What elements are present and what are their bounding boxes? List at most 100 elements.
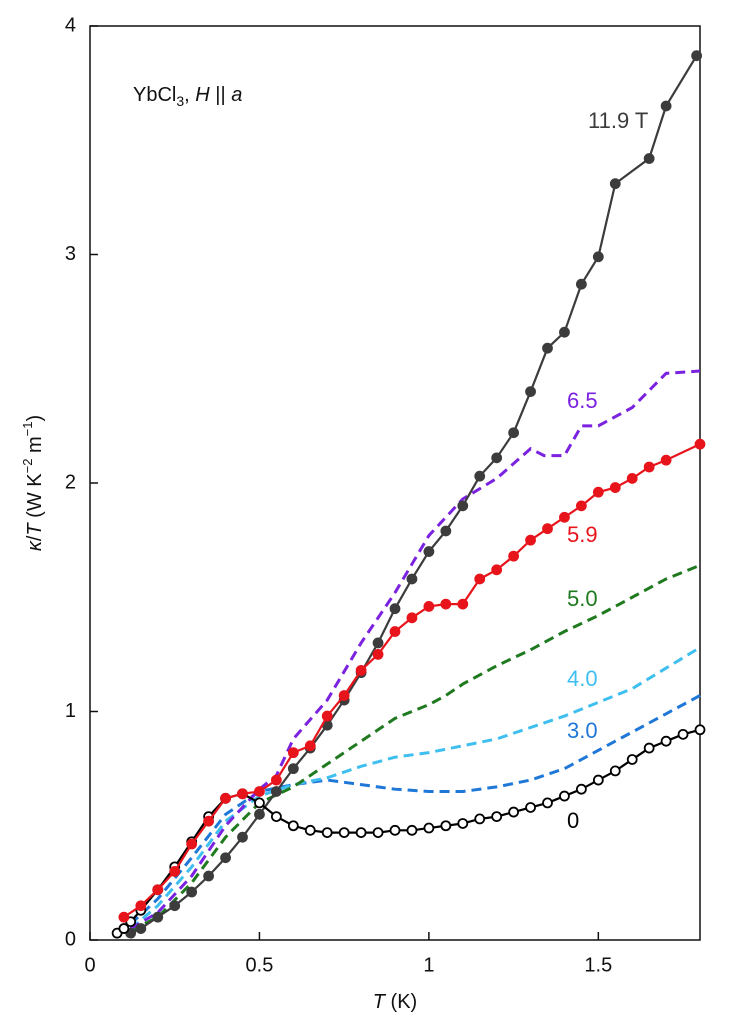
data-point	[118, 923, 130, 934]
data-point	[508, 806, 520, 818]
data-point	[338, 827, 350, 839]
data-point	[643, 153, 655, 164]
data-point	[152, 911, 164, 923]
data-point	[542, 523, 553, 535]
series-label: 5.9	[567, 522, 598, 547]
data-point	[237, 831, 248, 843]
data-point	[304, 824, 316, 836]
series-label: 0	[567, 808, 579, 833]
data-point	[643, 461, 655, 473]
data-point	[254, 797, 265, 809]
x-axis-label: T (K)	[373, 991, 417, 1013]
data-point	[440, 820, 452, 832]
data-point	[287, 747, 299, 759]
x-tick-label: 1	[423, 954, 434, 976]
axis-label-text: m	[24, 436, 46, 458]
data-point	[338, 690, 350, 701]
annotation: YbCl3, H || a	[133, 84, 242, 108]
data-point	[220, 852, 231, 864]
series-line	[129, 563, 701, 933]
x-tick-label: 0	[84, 954, 95, 976]
data-point	[508, 550, 520, 562]
data-point	[440, 525, 452, 537]
data-point	[457, 598, 469, 610]
annotation-text: YbCl	[133, 84, 176, 106]
data-point	[423, 600, 435, 612]
data-point	[491, 564, 503, 576]
series-label: 3.0	[567, 718, 598, 743]
axis-label-text: T	[24, 522, 46, 536]
data-point	[525, 802, 536, 813]
data-point	[203, 815, 215, 827]
data-point	[389, 824, 401, 836]
data-point	[525, 386, 536, 398]
data-point	[660, 454, 672, 466]
x-tick-label: 1.5	[584, 954, 612, 976]
series-line	[129, 646, 701, 930]
data-point	[321, 710, 333, 722]
axis-label-text: −2	[20, 459, 35, 474]
data-point	[474, 470, 486, 482]
data-point	[626, 754, 638, 765]
data-point	[592, 251, 604, 263]
data-point	[457, 500, 469, 512]
data-point	[440, 598, 452, 610]
data-point	[135, 900, 147, 912]
data-point	[592, 486, 604, 498]
data-point	[152, 884, 164, 896]
data-point	[254, 786, 265, 797]
data-point	[135, 923, 147, 934]
data-point	[270, 774, 282, 786]
data-point	[559, 511, 570, 523]
data-point	[321, 827, 333, 839]
series-line	[123, 443, 701, 919]
series-label: 5.0	[567, 586, 598, 611]
data-point	[643, 742, 655, 754]
axis-label-text: (K)	[385, 991, 417, 1013]
series-line	[129, 369, 701, 930]
data-point	[372, 827, 384, 839]
data-point	[677, 728, 689, 740]
data-point	[525, 534, 536, 546]
data-point	[203, 870, 215, 882]
annotation-text: a	[231, 84, 242, 106]
data-point	[406, 824, 418, 836]
data-point	[169, 900, 181, 912]
data-point	[406, 612, 418, 624]
data-point	[372, 648, 384, 660]
data-point	[575, 278, 587, 290]
data-point	[660, 100, 672, 112]
data-point	[423, 546, 435, 557]
y-axis-label: κ/T (W K−2 m−1)	[20, 415, 46, 551]
data-point	[474, 573, 486, 585]
y-tick-label: 2	[65, 471, 76, 493]
annotation-text: ,	[184, 84, 195, 106]
data-point	[389, 626, 401, 637]
data-point	[474, 813, 486, 825]
data-point	[491, 811, 503, 823]
data-point	[270, 786, 282, 797]
data-point	[691, 50, 703, 62]
data-point	[609, 765, 621, 777]
data-point	[287, 820, 299, 832]
y-tick-label: 1	[65, 700, 76, 722]
data-point	[186, 838, 198, 850]
data-point	[626, 473, 638, 484]
data-point	[694, 724, 706, 736]
data-point	[559, 326, 570, 338]
data-point	[575, 500, 587, 512]
data-point	[389, 603, 401, 615]
data-point	[372, 637, 384, 649]
axis-label-text: /	[24, 535, 46, 541]
axis-label-text: T	[373, 991, 387, 1013]
data-point	[694, 438, 706, 450]
annotation-text: H	[195, 84, 210, 106]
data-point	[237, 788, 248, 800]
axis-label-text: −1	[20, 422, 35, 437]
y-tick-label: 3	[65, 243, 76, 265]
data-point	[118, 911, 130, 923]
axis-label-text: (W K	[24, 473, 46, 524]
plot-frame	[89, 25, 701, 941]
data-point	[287, 763, 299, 775]
